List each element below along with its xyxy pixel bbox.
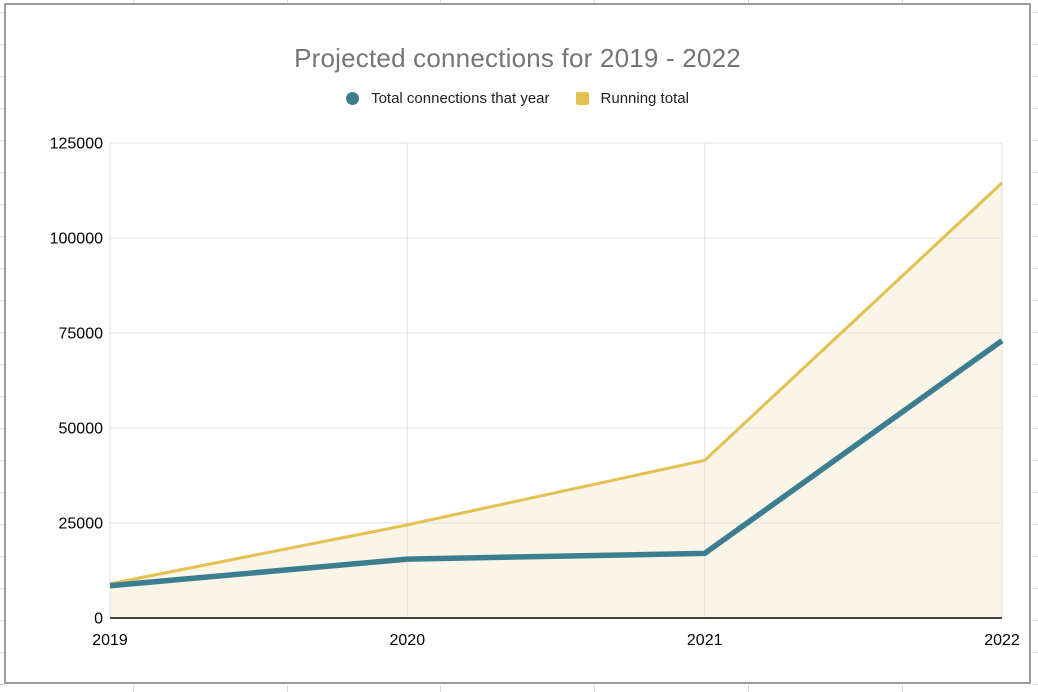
sheet-gridline — [0, 236, 5, 237]
sheet-gridline — [1033, 236, 1038, 237]
legend-marker-circle-icon — [346, 92, 360, 105]
legend-item-total-connections: Total connections that year — [346, 90, 550, 107]
sheet-gridline — [133, 685, 134, 692]
sheet-gridline — [0, 172, 5, 173]
sheet-gridline — [287, 685, 288, 692]
sheet-gridline — [902, 685, 903, 692]
sheet-gridline — [1033, 44, 1038, 45]
sheet-gridline — [0, 300, 5, 301]
sheet-gridline — [1033, 172, 1038, 173]
sheet-gridline — [1033, 588, 1038, 589]
sheet-gridline — [0, 332, 5, 333]
sheet-gridline — [287, 0, 288, 4]
sheet-gridline — [0, 460, 5, 461]
sheet-gridline — [1033, 300, 1038, 301]
sheet-gridline — [902, 0, 903, 4]
sheet-gridline — [0, 12, 5, 13]
legend-label-running-total: Running total — [600, 90, 689, 107]
sheet-gridline — [1033, 108, 1038, 109]
legend-item-running-total: Running total — [575, 90, 689, 107]
chart-legend: Total connections that year Running tota… — [6, 90, 1029, 107]
sheet-gridline — [0, 204, 5, 205]
sheet-gridline — [1033, 268, 1038, 269]
sheet-gridline — [0, 684, 5, 685]
sheet-gridline — [1033, 492, 1038, 493]
sheet-gridline — [1033, 652, 1038, 653]
sheet-gridline — [1033, 684, 1038, 685]
chart-card[interactable]: Projected connections for 2019 - 2022 To… — [4, 3, 1031, 684]
sheet-gridline — [0, 268, 5, 269]
sheet-gridline — [0, 364, 5, 365]
sheet-gridline — [1033, 460, 1038, 461]
chart-title: Projected connections for 2019 - 2022 — [294, 43, 741, 73]
sheet-gridline — [1033, 524, 1038, 525]
sheet-gridline — [0, 428, 5, 429]
sheet-gridline — [1033, 556, 1038, 557]
sheet-gridline — [1033, 396, 1038, 397]
sheet-gridline — [1033, 332, 1038, 333]
sheet-gridline — [0, 140, 5, 141]
sheet-gridline — [594, 0, 595, 4]
sheet-gridline — [1033, 204, 1038, 205]
legend-label-total-connections: Total connections that year — [371, 90, 550, 107]
sheet-gridline — [440, 685, 441, 692]
legend-marker-square-icon — [575, 92, 589, 105]
sheet-gridline — [0, 396, 5, 397]
sheet-gridline — [133, 0, 134, 4]
sheet-gridline — [748, 685, 749, 692]
sheet-gridline — [1033, 364, 1038, 365]
sheet-gridline — [594, 685, 595, 692]
sheet-gridline — [748, 0, 749, 4]
sheet-gridline — [1033, 428, 1038, 429]
sheet-gridline — [0, 76, 5, 77]
sheet-gridline — [1033, 12, 1038, 13]
sheet-gridline — [0, 524, 5, 525]
sheet-gridline — [0, 620, 5, 621]
sheet-gridline — [0, 556, 5, 557]
sheet-gridline — [0, 108, 5, 109]
sheet-gridline — [0, 492, 5, 493]
sheet-gridline — [1033, 140, 1038, 141]
sheet-gridline — [1033, 620, 1038, 621]
sheet-gridline — [0, 44, 5, 45]
sheet-gridline — [440, 0, 441, 4]
sheet-gridline — [0, 652, 5, 653]
sheet-gridline — [0, 588, 5, 589]
sheet-gridline — [1033, 76, 1038, 77]
